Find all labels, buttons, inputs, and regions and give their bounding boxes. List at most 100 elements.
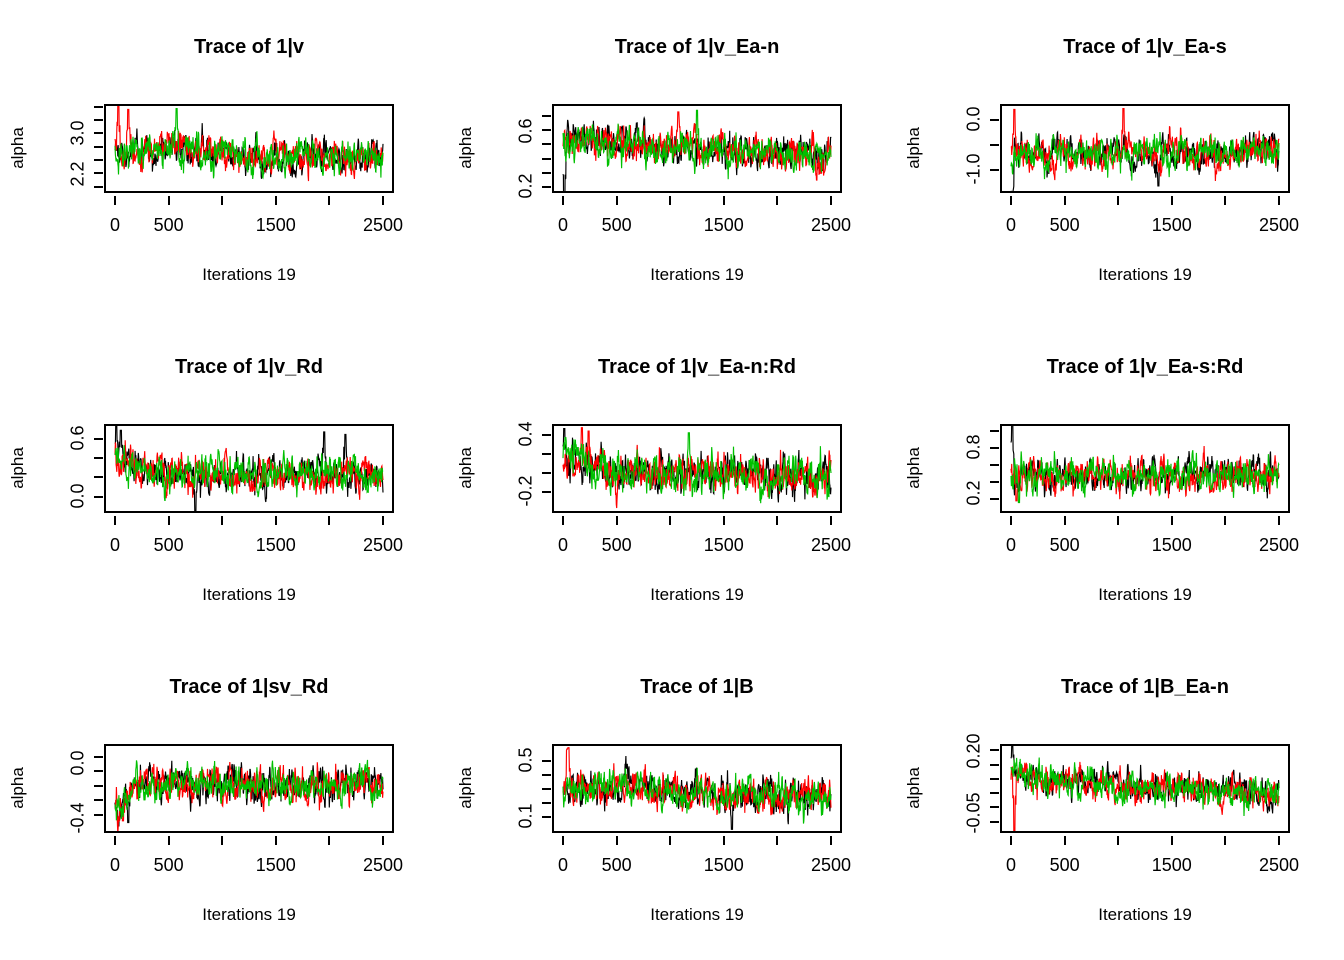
x-axis-tick xyxy=(562,836,564,845)
trace-lines xyxy=(114,426,384,511)
x-tick-label: 1500 xyxy=(703,855,744,875)
y-axis-tick xyxy=(94,186,103,188)
x-axis-label: Iterations 19 xyxy=(202,905,296,924)
x-tick-label: 500 xyxy=(153,855,184,875)
y-tick-label: 0.6 xyxy=(515,117,536,144)
x-axis-tick xyxy=(221,196,224,205)
y-tick-label: -0.4 xyxy=(67,802,88,834)
x-tick-label: 500 xyxy=(1049,215,1080,235)
x-axis-tick xyxy=(615,836,618,845)
x-tick-label: 1500 xyxy=(703,535,744,555)
x-tick-label: 2500 xyxy=(810,215,852,235)
trace-panel: Trace of 1|v_Rd alpha Iterations 19 0.0 0… xyxy=(0,320,448,640)
y-axis-tick xyxy=(542,143,551,145)
x-tick-label: 500 xyxy=(601,855,632,875)
y-axis-tick xyxy=(542,774,551,776)
plot-area xyxy=(552,424,842,513)
x-tick-label: 2500 xyxy=(1258,535,1300,555)
plot-area xyxy=(1000,424,1290,513)
panel-title: Trace of 1|v xyxy=(193,36,305,58)
x-tick-label: 2500 xyxy=(362,535,404,555)
x-axis-label: Iterations 19 xyxy=(650,585,744,604)
x-axis-tick xyxy=(382,196,384,205)
y-axis-tick xyxy=(94,106,103,108)
x-axis-label: Iterations 19 xyxy=(1098,905,1192,924)
x-axis-tick xyxy=(221,836,224,845)
y-axis-tick xyxy=(990,169,999,171)
x-axis-tick xyxy=(722,836,725,845)
x-tick-label: 0 xyxy=(109,215,120,235)
y-axis-label: alpha xyxy=(8,447,27,489)
y-axis-label: alpha xyxy=(456,447,475,489)
y-axis-tick xyxy=(990,792,999,794)
y-axis-label: alpha xyxy=(8,767,27,809)
x-tick-label: 1500 xyxy=(1151,855,1192,875)
y-axis-tick xyxy=(94,132,103,134)
y-axis-tick xyxy=(990,447,999,449)
x-axis-label: Iterations 19 xyxy=(202,585,296,604)
trace-chain-2 xyxy=(114,440,384,500)
trace-lines xyxy=(114,106,384,182)
x-axis-tick xyxy=(615,516,618,525)
y-axis-tick xyxy=(94,496,103,498)
y-tick-label: 0.8 xyxy=(963,434,984,460)
y-axis-tick xyxy=(990,778,999,780)
plot-area xyxy=(552,744,842,833)
x-axis-tick xyxy=(830,836,832,845)
y-axis-tick xyxy=(542,491,551,493)
trace-chain-3 xyxy=(562,432,832,504)
trace-panel: Trace of 1|v alpha Iterations 19 2.2 3.0 0… xyxy=(0,0,448,320)
trace-chain-2 xyxy=(562,427,832,509)
x-tick-label: 0 xyxy=(1005,855,1016,875)
x-tick-label: 0 xyxy=(557,535,568,555)
y-tick-label: 3.0 xyxy=(67,120,88,146)
x-axis-tick xyxy=(167,516,170,525)
x-axis-tick xyxy=(1170,196,1173,205)
y-axis-tick xyxy=(542,129,551,131)
y-tick-label: 0.4 xyxy=(515,421,536,447)
y-axis-tick xyxy=(94,799,103,801)
y-tick-label: 0.0 xyxy=(963,106,984,132)
y-tick-label: 0.6 xyxy=(67,425,88,451)
y-axis-tick xyxy=(94,159,103,161)
x-axis-tick xyxy=(1010,836,1012,845)
trace-chain-3 xyxy=(1010,450,1280,504)
x-tick-label: 1500 xyxy=(703,215,744,235)
x-axis-tick xyxy=(114,836,116,845)
y-tick-label: 0.0 xyxy=(67,483,88,509)
y-tick-label: 0.5 xyxy=(515,747,536,773)
y-tick-label: 0.0 xyxy=(67,750,88,776)
trace-panel: Trace of 1|B alpha Iterations 19 0.1 0.5 0… xyxy=(448,640,896,960)
x-tick-label: 0 xyxy=(1005,535,1016,555)
trace-lines xyxy=(562,109,832,191)
trace-chain-3 xyxy=(562,767,832,824)
x-tick-label: 500 xyxy=(1049,535,1080,555)
x-axis-tick xyxy=(274,196,277,205)
x-axis-tick xyxy=(1117,516,1120,525)
x-tick-label: 500 xyxy=(601,215,632,235)
y-tick-label: -0.2 xyxy=(515,475,536,507)
y-axis-label: alpha xyxy=(456,767,475,809)
x-axis-tick xyxy=(615,196,618,205)
x-axis-tick xyxy=(1170,516,1173,525)
x-tick-label: 500 xyxy=(153,535,184,555)
x-axis-label: Iterations 19 xyxy=(202,265,296,284)
y-axis-label: alpha xyxy=(904,447,923,489)
y-axis-tick xyxy=(542,788,551,790)
x-axis-tick xyxy=(1117,196,1120,205)
x-axis-tick xyxy=(1010,196,1012,205)
trace-lines xyxy=(1010,746,1280,831)
trace-chain-1 xyxy=(1010,746,1280,814)
x-axis-tick xyxy=(328,196,331,205)
panel-title: Trace of 1|v_Ea-s xyxy=(1063,36,1227,58)
y-tick-label: 0.2 xyxy=(515,173,536,199)
x-tick-label: 500 xyxy=(1049,855,1080,875)
x-tick-label: 1500 xyxy=(255,535,296,555)
trace-chain-3 xyxy=(114,445,384,501)
x-axis-label: Iterations 19 xyxy=(650,265,744,284)
x-axis-tick xyxy=(722,516,725,525)
x-axis-tick xyxy=(1063,836,1066,845)
x-axis-tick xyxy=(776,836,779,845)
y-axis-tick xyxy=(990,498,999,500)
trace-panel: Trace of 1|v_Ea-s:Rd alpha Iterations 19… xyxy=(896,320,1344,640)
